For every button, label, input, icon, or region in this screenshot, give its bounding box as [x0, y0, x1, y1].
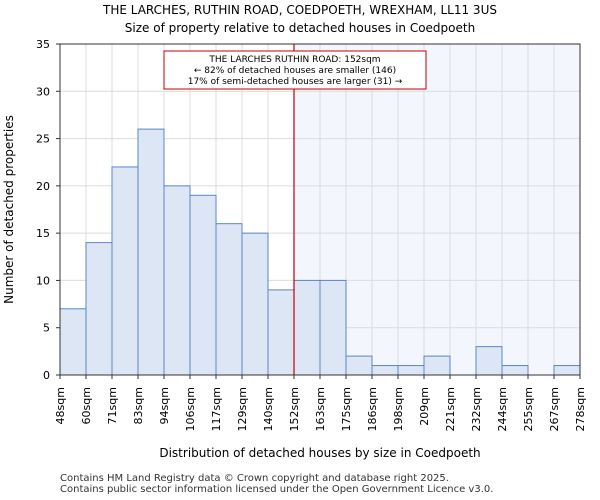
bar-198sqm	[397, 365, 425, 376]
x-tick-label: 267sqm	[548, 387, 561, 431]
x-tick-label: 152sqm	[288, 387, 301, 431]
x-tick-label: 209qm	[418, 387, 431, 426]
bar-106sqm	[189, 194, 217, 376]
annotation-line-2: ← 82% of detached houses are smaller (14…	[194, 66, 396, 76]
annotation-line-3: 17% of semi-detached houses are larger (…	[188, 77, 403, 87]
x-tick-label: 106sqm	[184, 387, 197, 431]
chart-subtitle: Size of property relative to detached ho…	[125, 21, 475, 35]
bar-175sqm	[345, 355, 373, 376]
y-axis-ticks: 0 5 10 15 20 25 30 35	[36, 38, 60, 382]
x-tick-label: 278sqm	[574, 387, 587, 431]
bar-244sqm	[501, 365, 529, 376]
y-axis-label: Number of detached properties	[2, 115, 16, 304]
bar-94sqm	[163, 185, 191, 376]
bar-117sqm	[215, 223, 243, 376]
x-tick-label: 255sqm	[522, 387, 535, 431]
bar-60sqm	[85, 242, 113, 376]
bar-129sqm	[241, 232, 269, 376]
x-tick-label: 186sqm	[366, 387, 379, 431]
bar-209qm	[423, 355, 451, 376]
y-tick-label: 30	[36, 85, 50, 98]
y-tick-label: 0	[43, 369, 50, 382]
x-tick-label: 117sqm	[210, 387, 223, 431]
annotation-box: THE LARCHES RUTHIN ROAD: 152sqm ← 82% of…	[163, 50, 427, 90]
x-tick-label: 60sqm	[80, 387, 93, 424]
y-tick-label: 5	[43, 322, 50, 335]
bar-71sqm	[111, 166, 139, 376]
y-tick-label: 15	[36, 227, 50, 240]
x-tick-label: 48sqm	[54, 387, 67, 424]
y-tick-label: 20	[36, 180, 50, 193]
chart-title: THE LARCHES, RUTHIN ROAD, COEDPOETH, WRE…	[102, 3, 497, 17]
footer-line-1: Contains HM Land Registry data © Crown c…	[60, 473, 449, 484]
x-tick-label: 140sqm	[262, 387, 275, 431]
x-tick-label: 163sqm	[314, 387, 327, 431]
bar-163sqm	[319, 279, 347, 376]
bar-232sqm	[475, 346, 503, 376]
x-tick-label: 221sqm	[444, 387, 457, 431]
x-tick-label: 71sqm	[106, 387, 119, 424]
y-tick-label: 35	[36, 38, 50, 51]
y-tick-label: 10	[36, 274, 50, 287]
bar-48sqm	[59, 308, 87, 376]
bar-186sqm	[371, 365, 399, 376]
bar-140sqm	[267, 289, 295, 376]
x-tick-label: 94sqm	[158, 387, 171, 424]
footer-line-2: Contains public sector information licen…	[60, 484, 494, 495]
bar-267sqm	[553, 365, 581, 376]
x-tick-label: 244sqm	[496, 387, 509, 431]
chart-figure: THE LARCHES, RUTHIN ROAD, COEDPOETH, WRE…	[2, 3, 587, 460]
x-axis-label: Distribution of detached houses by size …	[159, 446, 480, 460]
x-axis-ticks: 48sqm 60sqm 71sqm 83sqm 94sqm 106sqm 117sqm 129…	[54, 375, 587, 431]
x-tick-label: 83sqm	[132, 387, 145, 424]
x-tick-label: 198sqm	[392, 387, 405, 431]
bars	[59, 128, 581, 376]
bar-83sqm	[137, 128, 165, 376]
bar-152sqm	[293, 279, 321, 376]
annotation-line-1: THE LARCHES RUTHIN ROAD: 152sqm	[208, 55, 380, 65]
x-tick-label: 232sqm	[470, 387, 483, 431]
x-tick-label: 175sqm	[340, 387, 353, 431]
y-tick-label: 25	[36, 133, 50, 146]
x-tick-label: 129sqm	[236, 387, 249, 431]
